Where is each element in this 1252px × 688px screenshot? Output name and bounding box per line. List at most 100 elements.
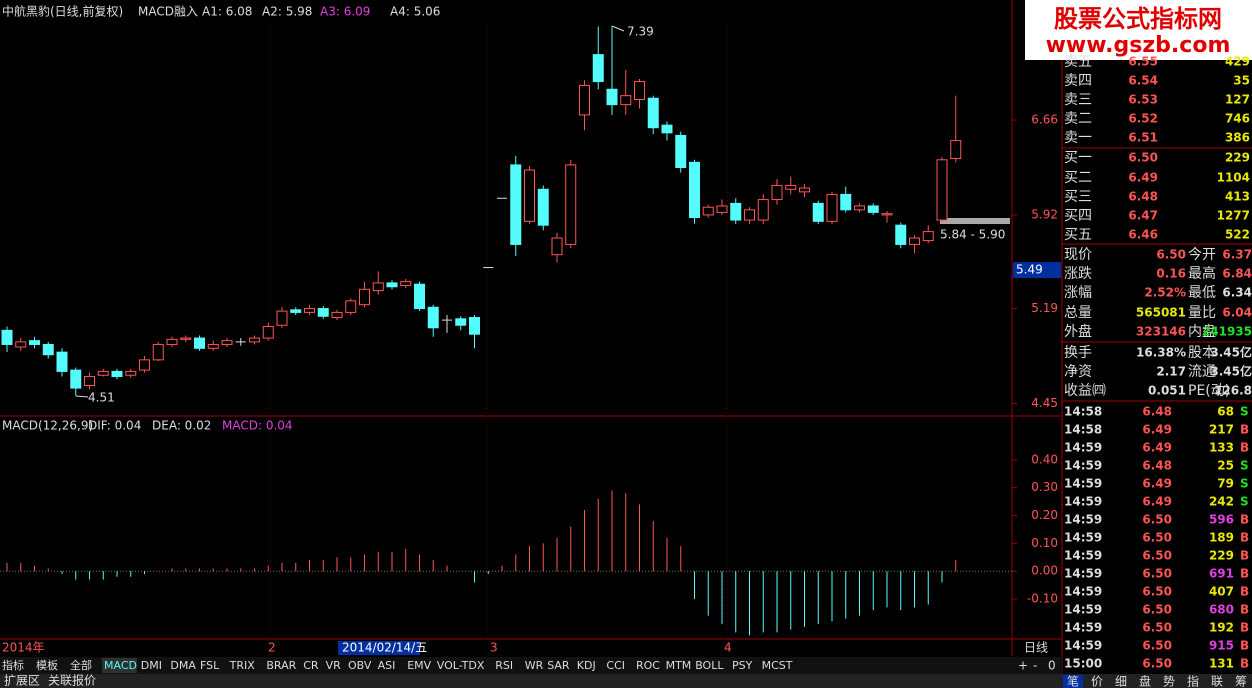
tab[interactable]: FSL [200,659,220,672]
side-tab[interactable]: 盘 [1139,674,1151,688]
candle-body [812,202,824,222]
trade-side: B [1240,441,1249,455]
tab[interactable]: 模板 [36,658,58,672]
tab[interactable]: VR [326,659,342,672]
side-tab[interactable]: 笔 [1067,674,1079,688]
side-tab[interactable]: 势 [1163,675,1175,688]
quote-label: 流通 [1188,364,1216,380]
bottom-tab[interactable]: 扩展区 [4,674,40,688]
trade-side: S [1240,495,1249,509]
candle-body [634,81,645,101]
book-label: 卖三 [1064,92,1092,108]
high-pointer [611,25,625,32]
low-label: 4.51 [88,391,115,405]
tab[interactable]: DMI [141,659,162,672]
cursor-price-label: 5.49 [1016,263,1043,277]
quote-value: 6.37 [1222,248,1252,262]
book-volume: 127 [1225,93,1250,107]
trade-volume: 189 [1209,531,1234,545]
tab[interactable]: CR [303,659,319,672]
zoom-button[interactable]: + [1018,659,1028,673]
tab[interactable]: ROC [636,659,660,672]
tab[interactable]: PSY [732,659,753,672]
y-tick-label: 0.40 [1031,452,1058,466]
tab[interactable]: ASI [378,659,396,672]
tab[interactable]: MTM [666,659,692,672]
logo-url: www.gszb.com [1046,33,1231,58]
side-tab-active [1063,675,1083,688]
trade-side: B [1240,423,1249,437]
status-bar [0,674,1252,688]
tab[interactable]: RSI [495,659,513,672]
side-tab[interactable]: 价 [1091,675,1103,688]
trade-price: 6.49 [1142,423,1172,437]
zoom-button[interactable]: - [1033,659,1037,673]
tab[interactable]: 全部 [70,658,92,672]
candle-body [854,205,865,211]
trade-volume: 192 [1209,621,1234,635]
trade-price: 6.50 [1142,621,1172,635]
candle-body [331,311,343,319]
quote-value: 6.50 [1156,248,1186,262]
candle-body [427,306,439,329]
tab[interactable]: BRAR [266,659,296,672]
tab[interactable]: MACD [104,659,137,672]
quote-value: 0.16 [1156,267,1186,281]
tab[interactable]: OBV [348,659,372,672]
tab[interactable]: WR [525,659,544,672]
candle-body [180,337,192,340]
side-tab[interactable]: 联 [1211,675,1223,688]
trade-volume: 133 [1209,441,1234,455]
candle-body [592,54,604,83]
book-price: 6.47 [1128,209,1158,223]
tab[interactable]: BOLL [695,659,724,672]
trade-time: 14:59 [1064,585,1102,599]
y-tick-label: 0.20 [1031,508,1058,522]
side-tab[interactable]: 细 [1115,675,1127,688]
quote-label: 收益㈣ [1064,383,1106,399]
side-tab[interactable]: 指 [1187,674,1199,688]
trade-volume: 79 [1217,477,1234,491]
quote-value: 126.8 [1214,384,1252,398]
date-label: 3 [490,641,498,655]
tab[interactable]: VOL-TDX [437,659,485,672]
book-price: 6.53 [1128,93,1158,107]
candle-body [895,224,907,245]
candle-body [799,187,810,193]
candle-body [469,317,480,335]
tab[interactable]: EMV [407,659,431,672]
candle-body [675,134,687,168]
quote-label: 涨跌 [1064,266,1092,282]
trade-price: 6.50 [1142,585,1172,599]
tab[interactable]: MCST [762,659,793,672]
candle-body [826,193,838,222]
trade-time: 14:58 [1064,405,1102,419]
tab[interactable]: KDJ [577,659,596,672]
trade-price: 6.50 [1142,603,1172,617]
side-tab[interactable]: 筹 [1235,675,1247,688]
dif-value: DIF: 0.04 [88,419,141,433]
tab[interactable]: DMA [170,659,196,672]
trade-time: 14:59 [1064,513,1102,527]
period-label[interactable]: 日线 [1024,641,1048,655]
quote-value: 3.45亿 [1210,345,1252,360]
quote-value: 565081 [1136,306,1186,320]
candle-body [56,351,68,372]
quote-label: 换手 [1064,344,1092,361]
bottom-tab[interactable]: 关联报价 [48,673,96,688]
trade-side: B [1240,531,1249,545]
tab[interactable]: SAR [547,659,570,672]
quote-label: 今开 [1188,247,1216,263]
candle-body [262,326,274,339]
tab[interactable]: 指标 [2,658,24,672]
tab[interactable]: CCI [606,659,625,672]
tab[interactable]: TRIX [229,659,256,672]
trade-side: S [1240,405,1249,419]
trade-time: 14:59 [1064,639,1102,653]
book-label: 买一 [1064,150,1092,166]
quote-value: 0.051 [1148,384,1186,398]
candle-body [922,231,934,242]
date-label: 2 [268,641,276,655]
trade-side: B [1240,567,1249,581]
zoom-button[interactable]: 0 [1048,659,1056,673]
